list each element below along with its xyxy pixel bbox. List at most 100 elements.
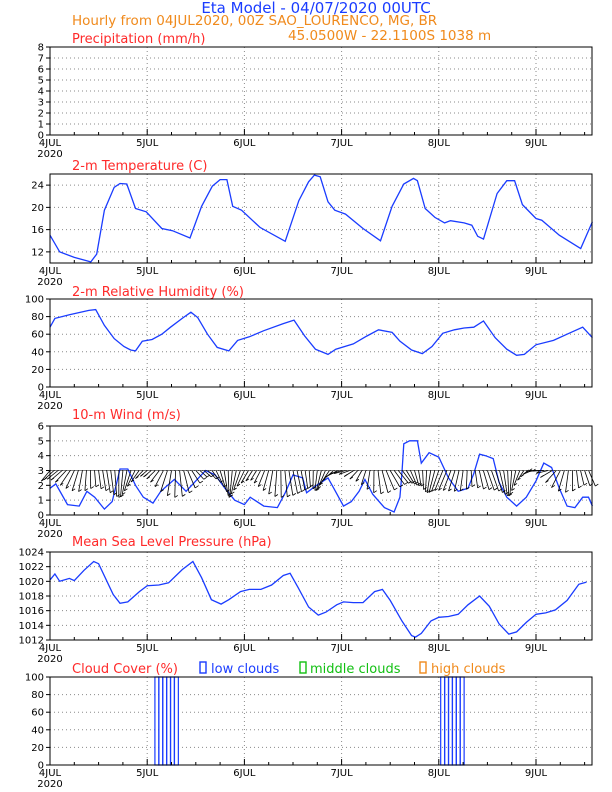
- wind-xtick-label: 5JUL: [136, 518, 159, 529]
- wind-barb-flag: [55, 479, 59, 483]
- temp-ytick-label: 20: [31, 203, 44, 214]
- cloud-ytick-label: 60: [31, 708, 44, 719]
- wind-barb: [545, 470, 557, 483]
- wind-barb: [482, 470, 490, 490]
- mslp-xtick-label: 8JUL: [428, 643, 451, 654]
- wind-barb: [478, 470, 484, 490]
- wind-barb: [207, 470, 217, 480]
- wind-barb-flag: [110, 490, 114, 494]
- wind-barb-flag: [322, 478, 326, 482]
- wind-barb: [240, 470, 249, 484]
- wind-barb-flag: [95, 484, 100, 488]
- wind-barb-flag: [143, 474, 147, 478]
- location-info: 45.0500W - 22.1100S 1038 m: [288, 28, 491, 44]
- mslp-xtick-label: 5JUL: [136, 643, 159, 654]
- wind-barb: [503, 470, 508, 496]
- temp-panel-title: 2-m Temperature (C): [72, 159, 207, 174]
- wind-barb: [102, 470, 107, 491]
- rh-xtick-label: 9JUL: [525, 390, 548, 401]
- wind-barb: [338, 470, 350, 475]
- wind-barb: [300, 470, 306, 491]
- rh-frame: [49, 298, 593, 388]
- wind-barb-flag: [583, 482, 588, 486]
- wind-barb: [410, 470, 418, 486]
- wind-barb-flag: [253, 480, 258, 484]
- wind-barb-flag: [502, 490, 506, 493]
- wind-barb-flag: [373, 490, 377, 494]
- wind-panel: 0 1 2 3 4 5 6 4JUL 5JUL 6JUL 7JUL 8JUL 9JUL 2020: [37, 422, 599, 540]
- cloud-ytick-label: 0: [38, 761, 44, 772]
- wind-barb: [557, 470, 565, 492]
- wind-ytick-label: 0: [38, 511, 44, 522]
- wind-barb-flag: [454, 488, 458, 492]
- wind-xtick-label: 6JUL: [233, 518, 256, 529]
- rh-year-label: 2020: [37, 401, 62, 412]
- wind-barb: [236, 470, 245, 487]
- wind-barb-flag: [578, 485, 582, 489]
- wind-barb-flag: [595, 483, 599, 487]
- precip-ytick-label: 4: [38, 87, 44, 98]
- wind-barb: [536, 470, 549, 474]
- wind-barb-flag: [199, 480, 204, 484]
- wind-barb: [389, 470, 401, 488]
- wind-barb-flag: [127, 483, 131, 487]
- wind-barb: [54, 470, 67, 483]
- wind-barb: [511, 470, 517, 491]
- mslp-ytick-label: 1020: [19, 577, 44, 588]
- mslp-xtick-label: 9JUL: [525, 643, 548, 654]
- cloud-xtick-label: 4JUL: [39, 768, 62, 779]
- wind-barb-flag: [245, 478, 250, 482]
- wind-barb-flag: [154, 484, 159, 488]
- wind-barb: [487, 470, 495, 491]
- wind-barb: [94, 470, 97, 487]
- wind-barb: [65, 470, 75, 489]
- wind-barb-flag: [443, 488, 447, 491]
- mslp-ytick-label: 1014: [19, 621, 44, 632]
- temp-ytick-label: 12: [31, 247, 44, 258]
- wind-barb: [257, 470, 266, 487]
- wind-barb-flag: [545, 480, 549, 483]
- wind-barb-flag: [203, 476, 207, 480]
- wind-barb-flag: [334, 471, 338, 474]
- wind-barb: [187, 470, 196, 489]
- wind-barb-flag: [511, 488, 515, 491]
- wind-barb-flag: [182, 494, 186, 497]
- low-clouds-legend-label: low clouds: [211, 662, 280, 677]
- wind-barb-flag: [120, 494, 124, 498]
- temp-series-line: [49, 174, 593, 263]
- cloud-frame: [49, 676, 593, 766]
- rh-xtick-label: 5JUL: [136, 390, 159, 401]
- middle-clouds-legend-label: middle clouds: [310, 662, 401, 677]
- wind-barb-flag: [565, 489, 569, 493]
- wind-barb: [191, 470, 201, 484]
- cloud-year-label: 2020: [37, 779, 62, 790]
- wind-barb: [59, 470, 71, 486]
- wind-barb-flag: [349, 476, 354, 480]
- rh-xtick-label: 4JUL: [39, 390, 62, 401]
- wind-barb-flag: [404, 482, 408, 485]
- wind-barb: [253, 470, 261, 484]
- wind-barb-flag: [572, 488, 576, 492]
- wind-barb-flag: [78, 489, 82, 492]
- wind-barb: [183, 470, 190, 493]
- wind-barb-flag: [471, 484, 476, 488]
- wind-barb-flag: [394, 487, 398, 491]
- rh-ytick-label: 80: [31, 312, 44, 323]
- wind-barb: [580, 470, 585, 486]
- wind-barb-flag: [418, 483, 423, 486]
- wind-barb: [227, 470, 230, 498]
- wind-barb-flag: [380, 491, 385, 495]
- wind-barb: [262, 470, 270, 491]
- precip-ytick-label: 8: [38, 43, 44, 54]
- wind-barb: [199, 470, 208, 478]
- cloud-panel: 0 20 40 60 80 100 4JUL 5JUL 6JUL 7JUL 8JUL 9JUL 2020: [25, 673, 593, 790]
- wind-barb-flag: [121, 492, 126, 495]
- wind-barb: [402, 470, 413, 484]
- precip-year-label: 2020: [37, 149, 62, 160]
- wind-barb: [406, 470, 415, 485]
- temp-xtick-label: 8JUL: [428, 266, 451, 277]
- wind-barb: [98, 470, 102, 489]
- wind-barb-flag: [287, 494, 291, 498]
- wind-barb: [442, 470, 452, 491]
- wind-barb-flag: [194, 485, 199, 489]
